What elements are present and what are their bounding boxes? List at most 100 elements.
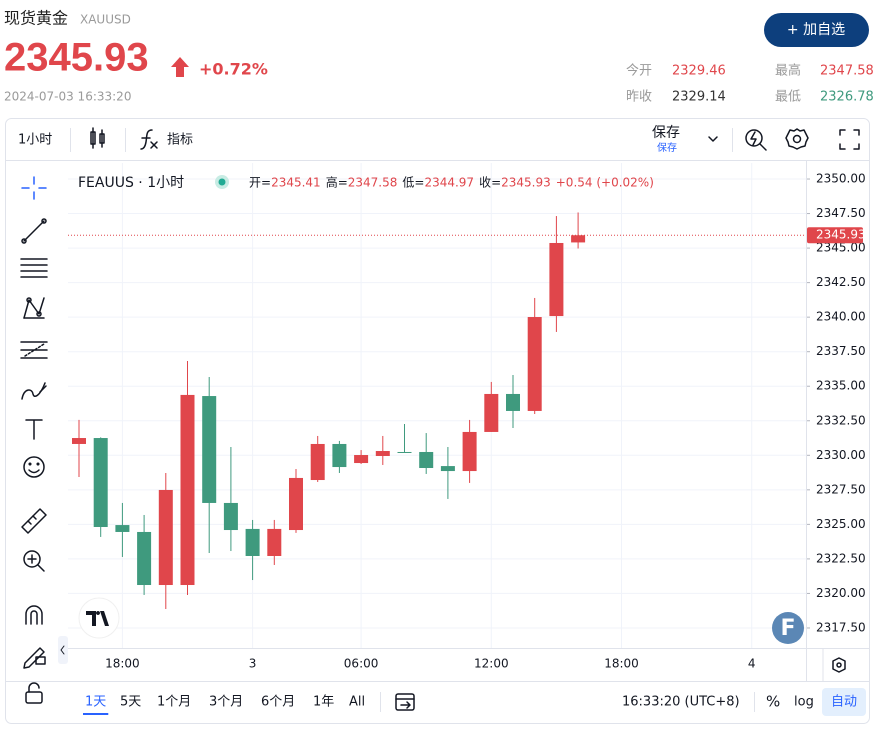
lock-draw-tool[interactable] [23, 647, 46, 669]
y-tick-label: 2350.00 [816, 172, 866, 186]
save[interactable]: 保存 [652, 125, 680, 141]
candle-type-icon[interactable] [90, 127, 105, 149]
zoom-tool[interactable] [23, 550, 45, 572]
legend-label: 低= [402, 176, 424, 190]
crosshair-tool[interactable] [21, 176, 47, 200]
ruler-tool[interactable] [21, 508, 47, 534]
candle-body [354, 455, 369, 464]
candle-body [332, 443, 347, 468]
log-toggle[interactable]: log [794, 695, 814, 710]
indicators[interactable]: 指标 [167, 133, 193, 148]
y-tick-label: 2337.50 [816, 344, 866, 358]
range-button[interactable]: 1天 [85, 695, 106, 710]
candle-body [72, 438, 86, 444]
stat-label: 昨收 [626, 90, 652, 105]
price: 2345.93 [4, 36, 149, 80]
y-tick-label: 2345.00 [816, 241, 866, 255]
y-tick-label: 2317.50 [816, 620, 866, 634]
settings-icon[interactable] [785, 128, 809, 150]
candle-body [180, 394, 195, 586]
y-tick-label: 2347.50 [816, 206, 866, 220]
stat-label: 最高 [775, 63, 801, 79]
auto-bg[interactable] [822, 688, 866, 716]
y-tick-label: 2330.00 [816, 448, 866, 462]
ohlc-legend: 开= 2345.41 高= 2347.58 低= 2344.97 收= 2345.93 +0.5… [249, 175, 654, 190]
percent-toggle[interactable]: % [766, 693, 780, 711]
stat-value: 2329.14 [672, 90, 726, 105]
candle-body [158, 489, 173, 586]
y-tick-label: 2322.50 [816, 551, 866, 565]
candle-body [202, 396, 217, 503]
stat-value: 2329.46 [672, 64, 726, 79]
range-bar: 1天 5天 1个月 3个月 6个月 1年 All [83, 695, 365, 715]
tv-logo [78, 597, 120, 639]
date-range-icon[interactable] [395, 693, 415, 711]
title: 现货黄金 [4, 9, 68, 28]
candle-body [527, 317, 542, 411]
candle-body [462, 431, 477, 472]
watch-button[interactable]: + 加自选 [764, 13, 869, 47]
up-arrow [171, 57, 189, 77]
candle-body [223, 502, 238, 531]
collapse-arrow[interactable] [60, 645, 65, 655]
candle-body [93, 438, 108, 527]
status-dot [218, 178, 226, 186]
legend-symbol: FEAUUS · 1小时 [78, 175, 184, 191]
fullscreen-icon[interactable] [839, 129, 860, 150]
collapse-tab[interactable] [58, 636, 68, 664]
y-tick-label: 2332.50 [816, 413, 866, 427]
x-tick-label: 3 [249, 657, 257, 671]
chart: 18:00 3 06:00 12:00 18:00 4 2317.50 2320.00 2322… [68, 161, 869, 681]
lines-tool[interactable] [20, 258, 48, 278]
candle-body [571, 235, 586, 243]
x-tick-label: 4 [748, 657, 756, 671]
x-tick-label: 06:00 [344, 657, 379, 671]
y-tick-label: 2327.50 [816, 482, 866, 496]
range-button[interactable]: 1个月 [157, 695, 191, 710]
text-tool[interactable] [25, 419, 43, 440]
candle-body [397, 451, 412, 453]
button-label[interactable]: + 加自选 [787, 22, 845, 38]
indicator-icon[interactable] [140, 129, 158, 150]
trendline-tool[interactable] [21, 218, 47, 244]
range-button[interactable]: 6个月 [261, 695, 295, 710]
auto-toggle[interactable]: 自动 [831, 695, 857, 710]
fib-tool[interactable] [20, 341, 48, 359]
save-sub[interactable]: 保存 [657, 141, 677, 154]
clock: 16:33:20 (UTC+8) [622, 695, 740, 710]
range-button[interactable]: 5天 [120, 695, 141, 710]
candle-body [506, 393, 520, 411]
brand-letter: F [780, 616, 795, 641]
candle-body [245, 528, 260, 557]
axis-settings-icon[interactable] [832, 657, 846, 673]
range-button[interactable]: 1年 [313, 695, 334, 710]
emoji-tool[interactable] [23, 456, 45, 478]
alert-icon[interactable] [745, 129, 767, 151]
x-tick-label: 18:00 [604, 657, 639, 671]
legend-value: 2345.41 [271, 176, 321, 190]
timestamp: 2024-07-03 16:33:20 [4, 90, 131, 104]
range-button[interactable]: 3个月 [209, 695, 243, 710]
brand-badge [772, 612, 804, 644]
candle-body [419, 451, 434, 469]
chevron[interactable] [708, 136, 718, 142]
magnet-tool[interactable] [25, 605, 43, 625]
lock-tool[interactable] [25, 682, 43, 704]
candle-body [310, 443, 325, 481]
legend-label: 收= [479, 176, 501, 190]
stats: 今开 2329.46 最高 2347.58 昨收 2329.14 最低 2326.78 [626, 63, 874, 105]
legend-value: 2344.97 [424, 176, 474, 190]
candle-body [375, 451, 390, 456]
pattern-tool[interactable] [23, 297, 45, 319]
legend-value: 2345.93 [501, 176, 551, 190]
candle-body [289, 477, 303, 531]
symbol: XAUUSD [80, 13, 131, 27]
change-pct: +0.72% [199, 60, 268, 79]
range-button[interactable]: All [349, 695, 365, 710]
brush-tool[interactable] [21, 382, 47, 400]
stat-value: 2347.58 [820, 64, 874, 79]
button-bg[interactable] [764, 13, 869, 47]
x-tick-label: 12:00 [474, 657, 509, 671]
interval[interactable]: 1小时 [18, 133, 52, 148]
